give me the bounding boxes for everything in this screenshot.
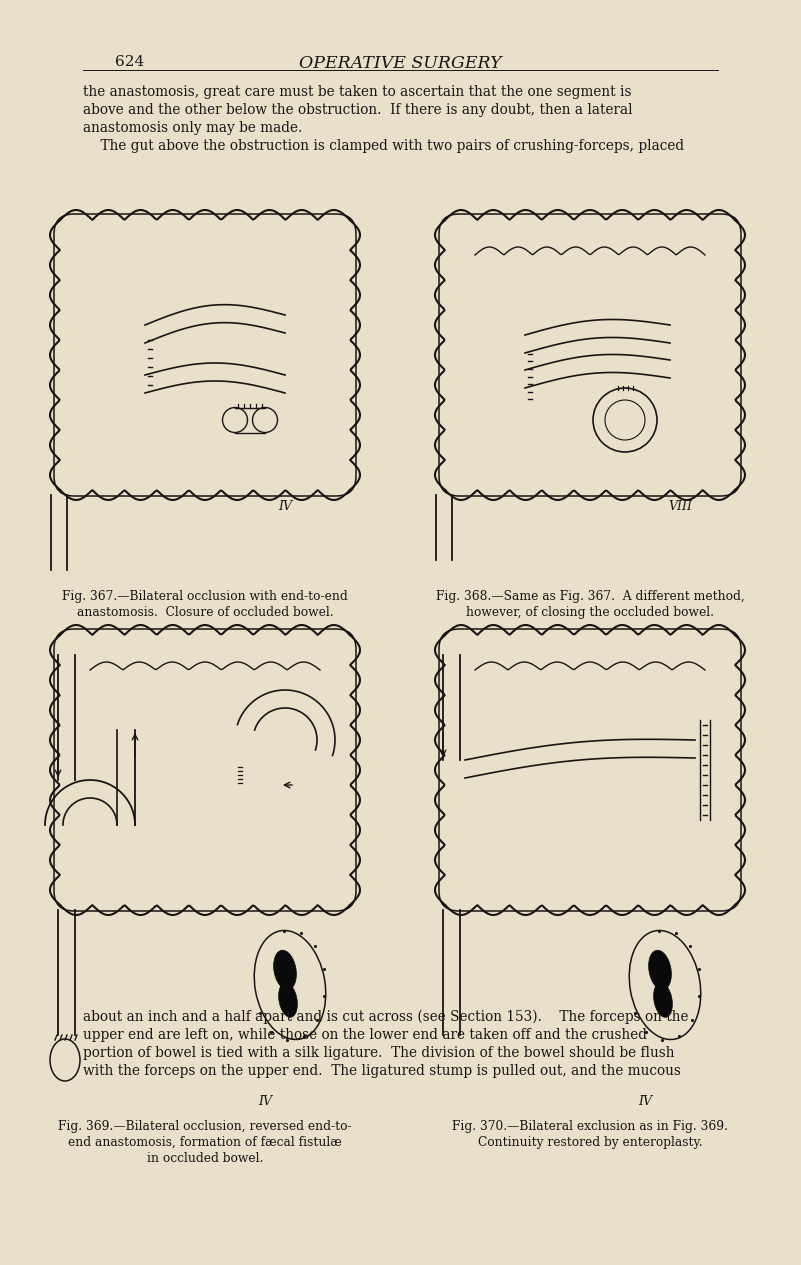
Text: 624: 624 [115,54,144,70]
Text: Fig. 369.—Bilateral occlusion, reversed end-to-: Fig. 369.—Bilateral occlusion, reversed … [58,1120,352,1133]
Text: however, of closing the occluded bowel.: however, of closing the occluded bowel. [466,606,714,619]
Text: anastomosis.  Closure of occluded bowel.: anastomosis. Closure of occluded bowel. [77,606,333,619]
Ellipse shape [254,931,326,1040]
Text: IV: IV [278,500,292,514]
Text: in occluded bowel.: in occluded bowel. [147,1152,264,1165]
Text: with the forceps on the upper end.  The ligatured stump is pulled out, and the m: with the forceps on the upper end. The l… [83,1064,681,1078]
Text: OPERATIVE SURGERY: OPERATIVE SURGERY [299,54,501,72]
Text: anastomosis only may be made.: anastomosis only may be made. [83,121,302,135]
Text: Fig. 370.—Bilateral exclusion as in Fig. 369.: Fig. 370.—Bilateral exclusion as in Fig.… [452,1120,728,1133]
Text: Fig. 367.—Bilateral occlusion with end-to-end: Fig. 367.—Bilateral occlusion with end-t… [62,589,348,603]
Ellipse shape [279,983,297,1017]
Text: Fig. 368.—Same as Fig. 367.  A different method,: Fig. 368.—Same as Fig. 367. A different … [436,589,744,603]
Text: above and the other below the obstruction.  If there is any doubt, then a latera: above and the other below the obstructio… [83,102,633,116]
Ellipse shape [654,983,672,1017]
Text: Continuity restored by enteroplasty.: Continuity restored by enteroplasty. [477,1136,702,1149]
Text: IV: IV [258,1095,272,1108]
Text: about an inch and a half apart and is cut across (see Section 153).    The force: about an inch and a half apart and is cu… [83,1009,689,1025]
Text: portion of bowel is tied with a silk ligature.  The division of the bowel should: portion of bowel is tied with a silk lig… [83,1046,674,1060]
Text: VIII: VIII [668,500,692,514]
Ellipse shape [649,950,671,989]
Text: IV: IV [638,1095,652,1108]
Text: end anastomosis, formation of fæcal fistulæ: end anastomosis, formation of fæcal fist… [68,1136,342,1149]
Text: The gut above the obstruction is clamped with two pairs of crushing-forceps, pla: The gut above the obstruction is clamped… [83,139,684,153]
Text: upper end are left on, while those on the lower end are taken off and the crushe: upper end are left on, while those on th… [83,1028,647,1042]
Ellipse shape [630,931,701,1040]
Ellipse shape [50,1039,80,1082]
Ellipse shape [274,950,296,989]
Text: the anastomosis, great care must be taken to ascertain that the one segment is: the anastomosis, great care must be take… [83,85,631,99]
